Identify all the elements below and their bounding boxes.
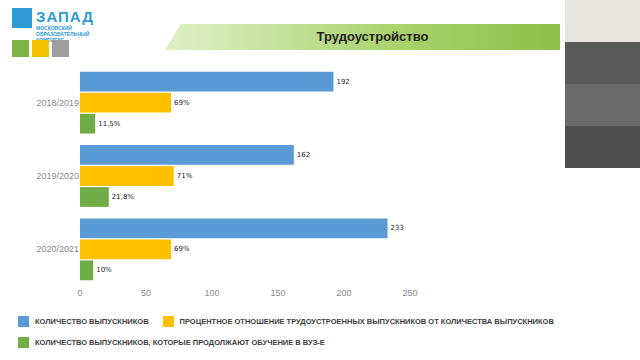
html-text:КОЛИЧЕСТВО ВЫПУСКНИКОВ, КОТОРЫ: КОЛИЧЕСТВО ВЫПУСКНИКОВ, КОТОРЫЕ ПРОДОЛЖА… <box>35 338 325 347</box>
svg-text:69%: 69% <box>174 99 190 107</box>
svg-text:71%: 71% <box>177 172 193 180</box>
svg-text:162: 162 <box>297 151 310 159</box>
html-text:КОЛИЧЕСТВО ВЫПУСКНИКОВ: КОЛИЧЕСТВО ВЫПУСКНИКОВ <box>35 317 149 326</box>
svg-text:2020/2021: 2020/2021 <box>36 244 79 254</box>
html-text:ПРОЦЕНТНОЕ ОТНОШЕНИЕ ТРУДОУСТР: ПРОЦЕНТНОЕ ОТНОШЕНИЕ ТРУДОУСТРОЕННЫХ ВЫП… <box>179 317 554 326</box>
html-text:ЗАПАД: ЗАПАД <box>36 8 94 25</box>
svg-text:2019/2020: 2019/2020 <box>36 171 79 181</box>
svg-text:21,8%: 21,8% <box>112 193 135 201</box>
svg-text:69%: 69% <box>174 245 190 253</box>
svg-text:100: 100 <box>204 288 219 298</box>
svg-text:11,5%: 11,5% <box>98 120 121 128</box>
svg-text:200: 200 <box>336 288 351 298</box>
html-text:МОСКОВСКИЙ: МОСКОВСКИЙ <box>36 25 72 31</box>
svg-text:2018/2019: 2018/2019 <box>36 98 79 108</box>
svg-text:192: 192 <box>336 78 349 86</box>
svg-text:233: 233 <box>391 224 404 232</box>
html-text:Трудоустройство: Трудоустройство <box>316 29 429 44</box>
svg-text:150: 150 <box>270 288 285 298</box>
html-text:КОМПЛЕКС: КОМПЛЕКС <box>36 37 65 43</box>
svg-text:10%: 10% <box>96 266 112 274</box>
svg-text:50: 50 <box>141 288 151 298</box>
svg-text:250: 250 <box>402 288 417 298</box>
html-text:ОБРАЗОВАТЕЛЬНЫЙ: ОБРАЗОВАТЕЛЬНЫЙ <box>36 31 90 37</box>
svg-text:0: 0 <box>77 288 82 298</box>
